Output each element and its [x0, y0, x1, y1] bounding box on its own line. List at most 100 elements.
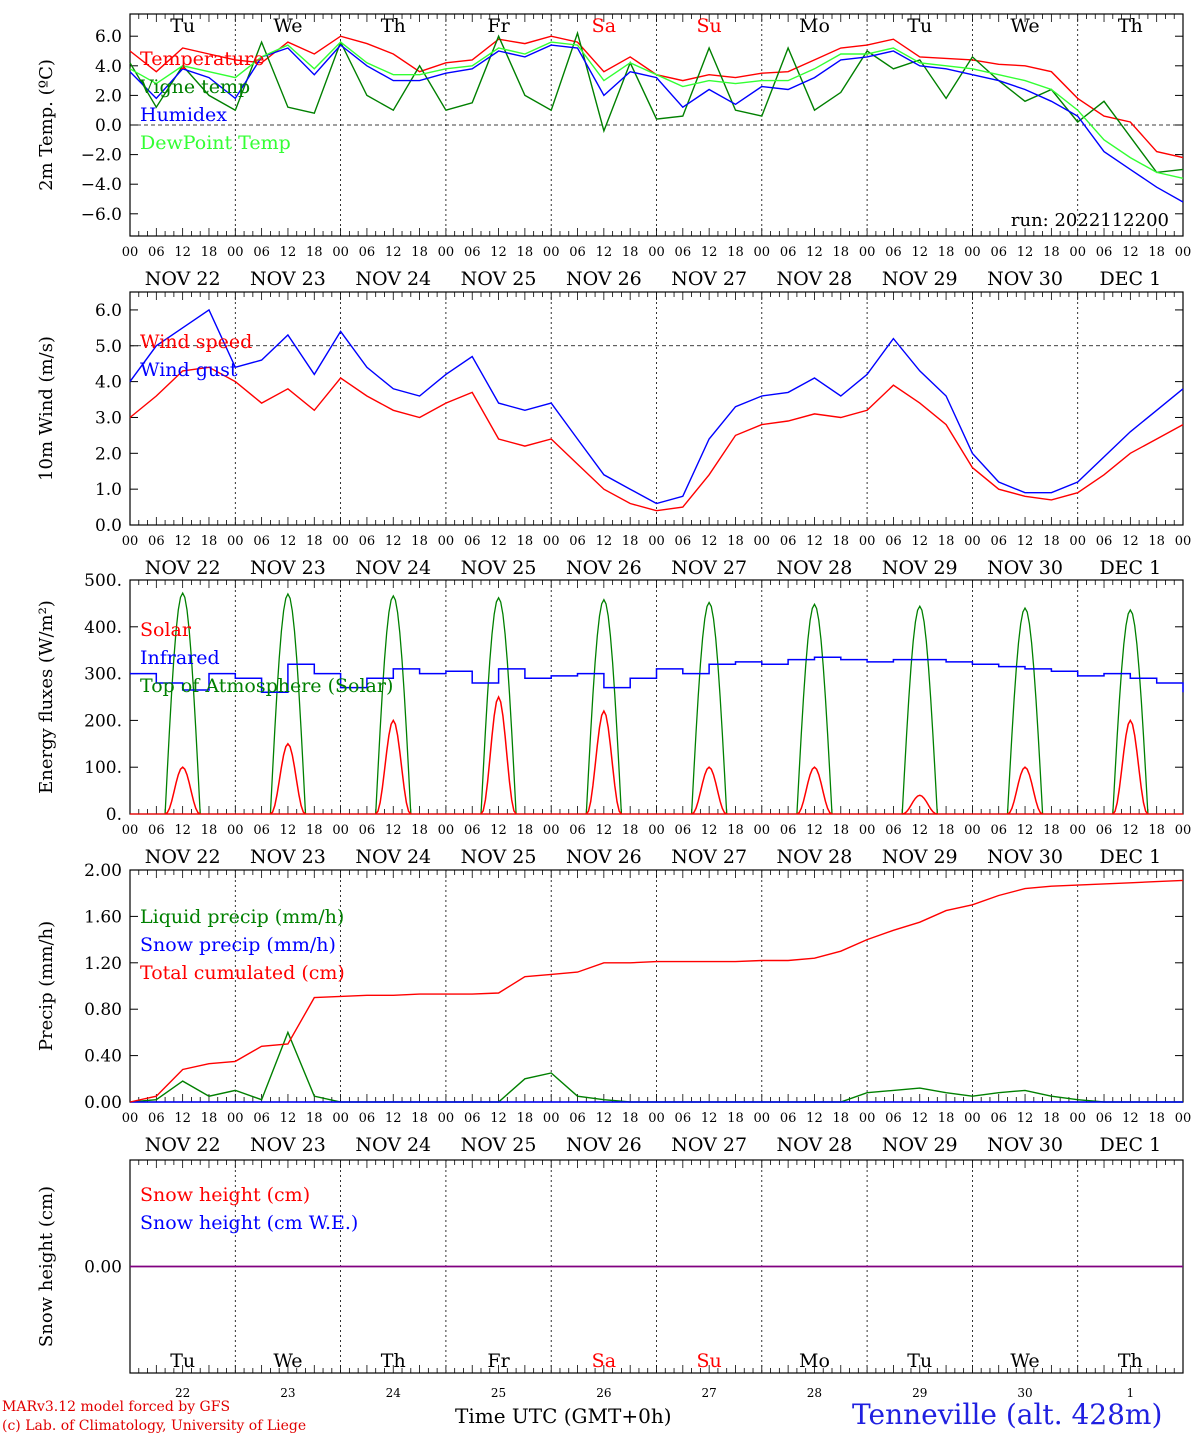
hour-tick-label: 12: [490, 534, 507, 549]
date-label: NOV 30: [987, 846, 1063, 868]
y-tick-label: 0.00: [84, 1093, 122, 1113]
legend-entry: Liquid precip (mm/h): [140, 906, 344, 928]
weekday-label: Fr: [487, 15, 510, 37]
hour-tick-label: 06: [885, 1111, 902, 1126]
date-label: NOV 27: [671, 846, 747, 868]
hour-tick-label: 12: [174, 823, 191, 838]
date-label: NOV 23: [250, 268, 326, 290]
legend-entry: Snow precip (mm/h): [140, 934, 336, 956]
date-label: NOV 29: [882, 557, 958, 579]
date-label: NOV 26: [566, 1134, 642, 1156]
hour-tick-label: 12: [174, 534, 191, 549]
hour-tick-label: 00: [332, 245, 349, 260]
date-label: NOV 22: [145, 557, 221, 579]
hour-tick-label: 18: [411, 823, 428, 838]
hour-tick-label: 06: [253, 1111, 270, 1126]
hour-tick-label: 06: [990, 534, 1007, 549]
hour-tick-label: 00: [754, 245, 771, 260]
hour-tick-label: 12: [806, 534, 823, 549]
series-dewpoint-temp: [129, 41, 1184, 179]
hour-tick-label: 06: [569, 534, 586, 549]
hour-tick-label: 00: [859, 1111, 876, 1126]
hour-tick-label: 06: [253, 823, 270, 838]
hour-tick-label: 06: [359, 1111, 376, 1126]
weekday-label: We: [1010, 1350, 1039, 1372]
hour-tick-label: 00: [1069, 1111, 1086, 1126]
panel-1: −6.0 −4.0 −2.0 0.0 2.0 4.0 6.0 2m Temp. (ºC) 00 0…: [36, 13, 1192, 290]
y-tick-label: −2.0: [81, 146, 122, 166]
y-tick-label: 0.: [106, 805, 122, 825]
date-label: DEC 1: [1099, 557, 1161, 579]
date-label: NOV 24: [355, 557, 431, 579]
hour-tick-label: 06: [1096, 1111, 1113, 1126]
hour-tick-label: 12: [911, 245, 928, 260]
hour-tick-label: 18: [201, 1111, 218, 1126]
y-axis-label: Energy fluxes (W/m²): [36, 600, 57, 794]
hour-tick-label: 00: [543, 245, 560, 260]
hour-tick-label: 06: [1096, 823, 1113, 838]
date-label: NOV 30: [987, 1134, 1063, 1156]
hour-tick-label: 12: [385, 534, 402, 549]
day-number: 1: [1127, 1386, 1135, 1400]
date-label: NOV 24: [355, 1134, 431, 1156]
hour-tick-label: 12: [596, 823, 613, 838]
date-label: NOV 27: [671, 557, 747, 579]
hour-tick-label: 06: [148, 245, 165, 260]
hour-tick-label: 00: [1175, 245, 1192, 260]
hour-tick-label: 06: [569, 1111, 586, 1126]
hour-tick-label: 12: [280, 1111, 297, 1126]
y-tick-label: 1.0: [95, 480, 122, 500]
y-tick-label: 5.0: [95, 337, 122, 357]
hour-tick-label: 00: [543, 534, 560, 549]
station-title: Tenneville (alt. 428m): [852, 1398, 1163, 1431]
hour-tick-label: 18: [938, 245, 955, 260]
hour-tick-label: 12: [596, 1111, 613, 1126]
hour-tick-label: 06: [990, 1111, 1007, 1126]
y-axis-label: Snow height (cm): [36, 1186, 57, 1347]
panel-3: 0. 100. 200. 300. 400. 500. Energy fluxes (W/m…: [36, 571, 1191, 868]
y-tick-label: −4.0: [81, 175, 122, 195]
y-tick-label: 3.0: [95, 408, 122, 428]
date-label: NOV 28: [777, 1134, 853, 1156]
hour-tick-label: 06: [464, 245, 481, 260]
weekday-label: Th: [381, 1350, 406, 1372]
weekday-label: Th: [1118, 15, 1143, 37]
y-tick-label: 0.0: [95, 516, 122, 536]
hour-tick-label: 18: [1043, 534, 1060, 549]
day-number: 23: [280, 1386, 295, 1400]
date-label: NOV 26: [566, 557, 642, 579]
hour-tick-label: 06: [780, 823, 797, 838]
hour-tick-label: 12: [280, 245, 297, 260]
hour-tick-label: 06: [780, 534, 797, 549]
hour-tick-label: 00: [227, 823, 244, 838]
hour-tick-label: 18: [306, 1111, 323, 1126]
hour-tick-label: 00: [332, 823, 349, 838]
hour-tick-label: 12: [701, 823, 718, 838]
y-tick-label: 1.20: [84, 954, 122, 974]
date-label: NOV 29: [882, 268, 958, 290]
weekday-label: Mo: [799, 1350, 830, 1372]
y-tick-label: 4.0: [95, 57, 122, 77]
legend-entry: Temperature: [140, 48, 264, 70]
hour-tick-label: 06: [675, 823, 692, 838]
hour-tick-label: 00: [1175, 534, 1192, 549]
date-label: NOV 26: [566, 846, 642, 868]
hour-tick-label: 00: [964, 245, 981, 260]
hour-tick-label: 00: [964, 534, 981, 549]
hour-tick-label: 00: [648, 534, 665, 549]
hour-tick-label: 18: [306, 534, 323, 549]
hour-tick-label: 00: [438, 534, 455, 549]
hour-tick-label: 18: [938, 534, 955, 549]
credit-line-2: (c) Lab. of Climatology, University of L…: [2, 1418, 307, 1434]
date-label: NOV 22: [145, 1134, 221, 1156]
series-wind-speed: [129, 366, 1184, 512]
legend-entry: Wind gust: [140, 359, 238, 381]
hour-tick-label: 00: [648, 823, 665, 838]
legend-entry: Humidex: [140, 104, 227, 126]
weekday-label: Th: [381, 15, 406, 37]
hour-tick-label: 12: [806, 1111, 823, 1126]
hour-tick-label: 12: [911, 823, 928, 838]
hour-tick-label: 00: [122, 1111, 139, 1126]
weekday-label: We: [1010, 15, 1039, 37]
hour-tick-label: 00: [122, 534, 139, 549]
